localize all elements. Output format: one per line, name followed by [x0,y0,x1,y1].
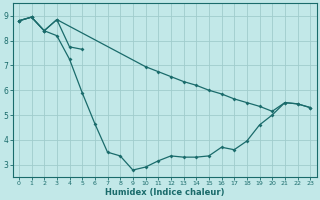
X-axis label: Humidex (Indice chaleur): Humidex (Indice chaleur) [105,188,224,197]
